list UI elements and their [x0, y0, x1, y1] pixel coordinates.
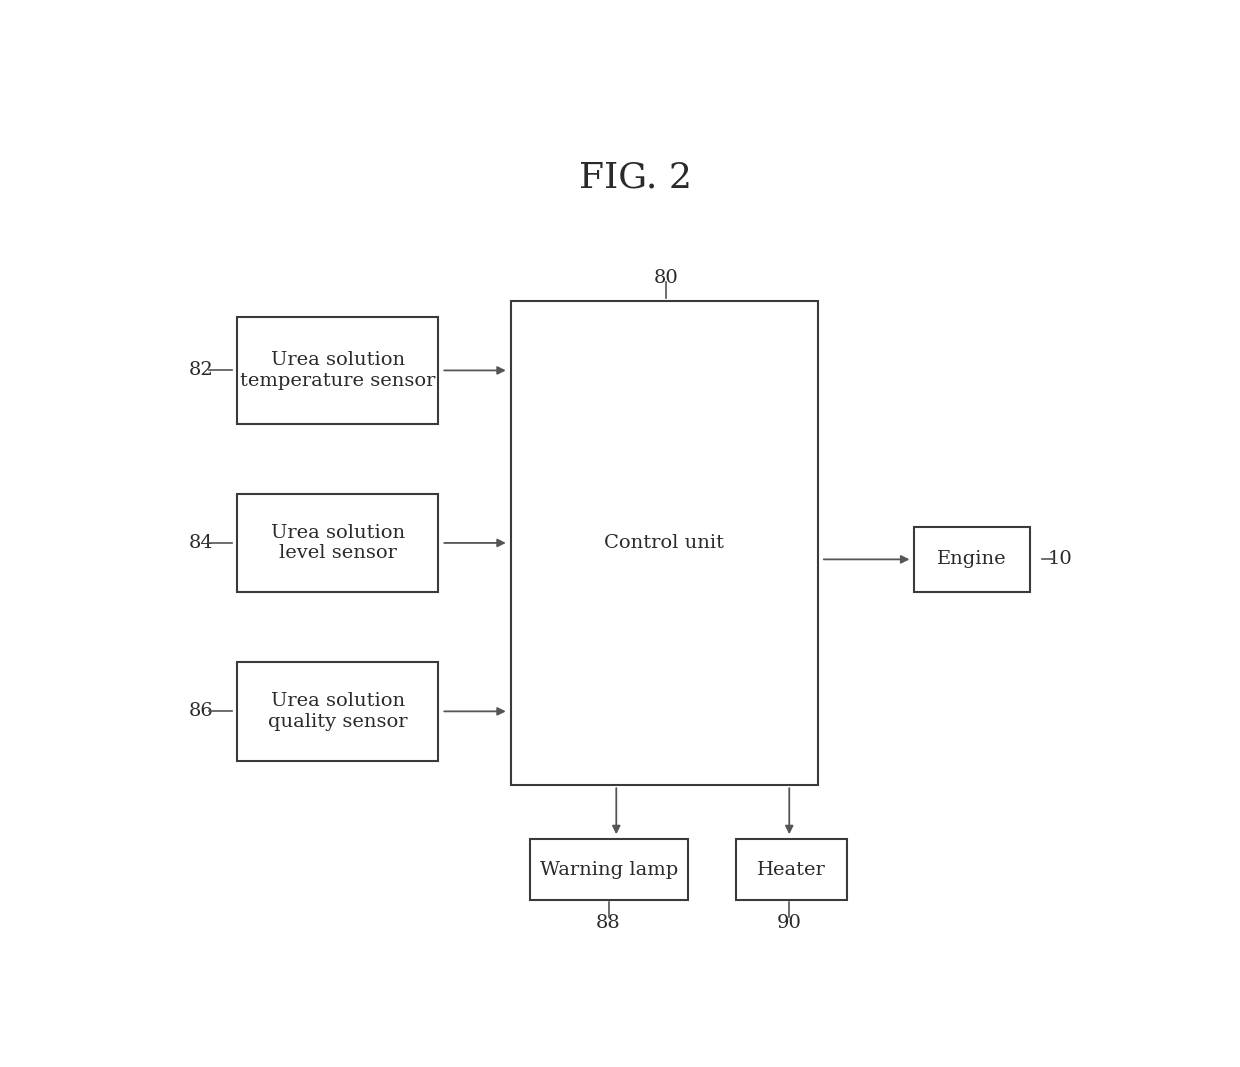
Text: Urea solution
quality sensor: Urea solution quality sensor	[268, 692, 407, 731]
Bar	[529, 839, 688, 901]
Text: Warning lamp: Warning lamp	[539, 860, 678, 878]
Text: Urea solution
level sensor: Urea solution level sensor	[270, 524, 404, 562]
Text: 80: 80	[653, 269, 678, 287]
Text: FIG. 2: FIG. 2	[579, 161, 692, 195]
Text: 90: 90	[776, 914, 802, 933]
Text: Heater: Heater	[758, 860, 826, 878]
Bar	[511, 301, 818, 785]
Bar	[237, 317, 439, 424]
Bar	[914, 526, 1029, 592]
Bar	[237, 494, 439, 592]
Bar	[237, 662, 439, 761]
Text: Control unit: Control unit	[604, 534, 724, 552]
Text: 10: 10	[1048, 551, 1073, 569]
Text: 84: 84	[188, 534, 213, 552]
Text: 86: 86	[188, 702, 213, 720]
Text: Engine: Engine	[937, 551, 1007, 569]
Text: 88: 88	[596, 914, 621, 933]
Text: Urea solution
temperature sensor: Urea solution temperature sensor	[239, 351, 435, 389]
Bar	[737, 839, 847, 901]
Text: 82: 82	[188, 362, 213, 380]
